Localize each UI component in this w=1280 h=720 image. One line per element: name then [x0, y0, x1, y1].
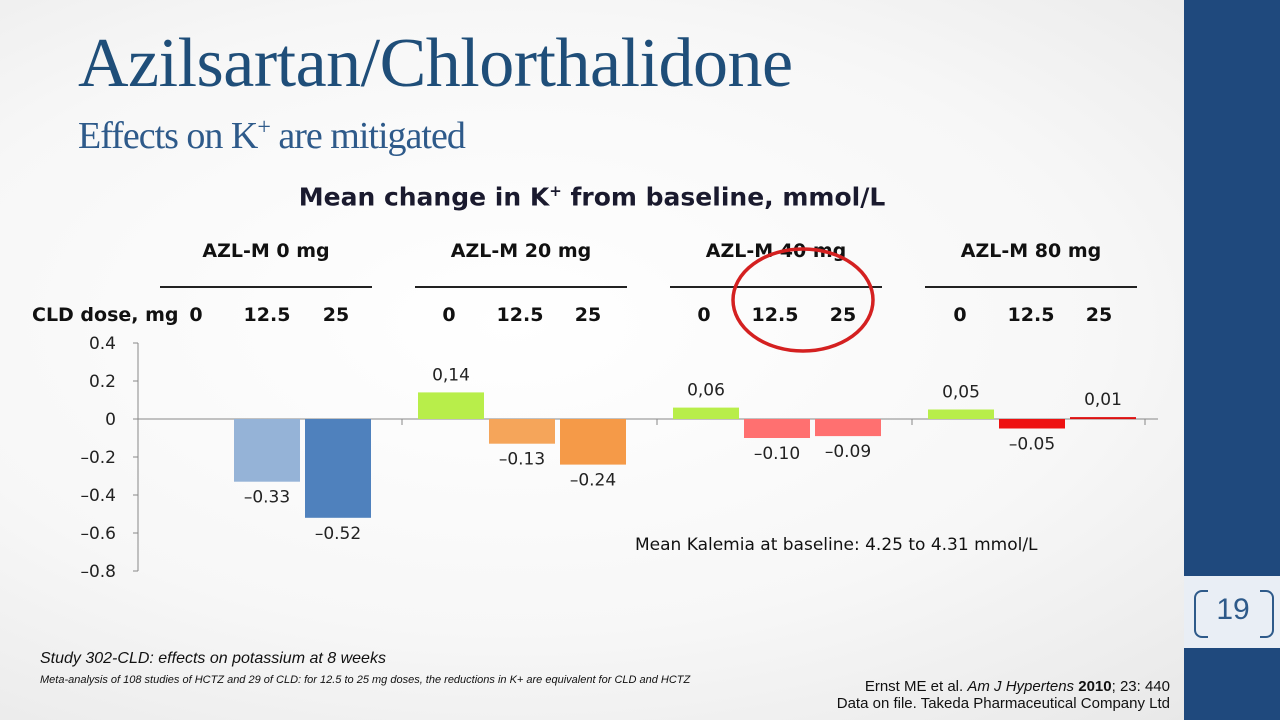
- subtitle-text-post: are mitigated: [269, 115, 465, 157]
- dose-label: 25: [829, 304, 857, 326]
- subtitle-text-pre: Effects on K: [78, 115, 258, 157]
- bar-value-label: 0,14: [432, 365, 470, 385]
- dose-label: 25: [574, 304, 602, 326]
- y-tick-label: 0.2: [89, 372, 116, 392]
- slide-number-bracket-left: [1194, 590, 1208, 638]
- group-underline: [925, 286, 1137, 288]
- dose-label: 25: [1085, 304, 1113, 326]
- dose-label: 25: [322, 304, 350, 326]
- group-underline: [160, 286, 372, 288]
- group-label-azl-80: AZL-M 80 mg: [960, 240, 1102, 262]
- dose-label: 0: [953, 304, 967, 326]
- bar-value-label: –0.10: [754, 444, 800, 464]
- bar-value-label: –0.13: [499, 450, 545, 470]
- group-label-azl-0: AZL-M 0 mg: [202, 240, 330, 262]
- y-tick-label: –0.6: [80, 524, 116, 544]
- y-tick-label: 0: [105, 410, 116, 430]
- bar: [560, 419, 626, 465]
- slide-number-bracket-right: [1260, 590, 1274, 638]
- y-tick-label: –0.2: [80, 448, 116, 468]
- reference-citation: Ernst ME et al. Am J Hypertens 2010; 23:…: [865, 678, 1170, 695]
- dose-label: 12.5: [1007, 304, 1055, 326]
- dose-label: 12.5: [751, 304, 799, 326]
- meta-analysis-footnote: Meta-analysis of 108 studies of HCTZ and…: [40, 674, 691, 686]
- group-label-azl-20: AZL-M 20 mg: [450, 240, 592, 262]
- bar: [999, 419, 1065, 429]
- dose-label: 0: [442, 304, 456, 326]
- dose-label: 0: [697, 304, 711, 326]
- bar: [744, 419, 810, 438]
- bar: [928, 409, 994, 419]
- slide-subtitle: Effects on K+ are mitigated: [78, 114, 466, 158]
- bar-value-label: 0,05: [942, 383, 980, 403]
- ref-journal: Am J Hypertens: [967, 678, 1075, 695]
- cld-dose-label: CLD dose, mg: [32, 304, 179, 326]
- chart-title-superscript: +: [549, 182, 562, 200]
- dose-label: 12.5: [243, 304, 291, 326]
- chart-title-pre: Mean change in K: [298, 182, 550, 212]
- bar-value-label: –0.24: [570, 471, 616, 491]
- slide-title: Azilsartan/Chlorthalidone: [78, 25, 793, 102]
- bar-value-label: 0,06: [687, 381, 725, 401]
- bar-chart: 0.4 0.2 0 –0.2 –0.4 –0.6 –0.8 –0.33 –0.52 0,14 –0.…: [80, 247, 1158, 582]
- bar-value-label: 0,01: [1084, 390, 1122, 410]
- dose-label: 0: [189, 304, 203, 326]
- chart-title: Mean change in K+ from baseline, mmol/L: [0, 182, 1184, 211]
- group-underline: [670, 286, 882, 288]
- reference-data-on-file: Data on file. Takeda Pharmaceutical Comp…: [836, 695, 1170, 712]
- baseline-annotation: Mean Kalemia at baseline: 4.25 to 4.31 m…: [635, 535, 1038, 555]
- bar: [1070, 417, 1136, 420]
- bar-value-label: –0.52: [315, 524, 361, 544]
- bar: [673, 407, 739, 419]
- ref-rest: ; 23: 440: [1111, 678, 1170, 695]
- bar: [489, 419, 555, 444]
- bar: [418, 392, 484, 419]
- bar: [305, 419, 371, 518]
- y-tick-label: 0.4: [89, 334, 116, 354]
- ref-author: Ernst ME et al.: [864, 678, 968, 695]
- chart-title-post: from baseline, mmol/L: [561, 182, 886, 212]
- y-tick-label: –0.4: [80, 486, 116, 506]
- group-underline: [415, 286, 627, 288]
- bar: [234, 419, 300, 482]
- subtitle-superscript: +: [257, 114, 271, 141]
- bar: [815, 419, 881, 437]
- slide-number: 19: [1216, 593, 1250, 626]
- bar-value-label: –0.05: [1009, 435, 1055, 455]
- bar-value-label: –0.33: [244, 488, 290, 508]
- bar-value-label: –0.09: [825, 442, 871, 462]
- highlight-circle: [731, 247, 875, 353]
- study-footnote: Study 302-CLD: effects on potassium at 8…: [40, 650, 386, 667]
- ref-year: 2010: [1078, 678, 1112, 695]
- y-tick-label: –0.8: [80, 562, 116, 582]
- dose-label: 12.5: [496, 304, 544, 326]
